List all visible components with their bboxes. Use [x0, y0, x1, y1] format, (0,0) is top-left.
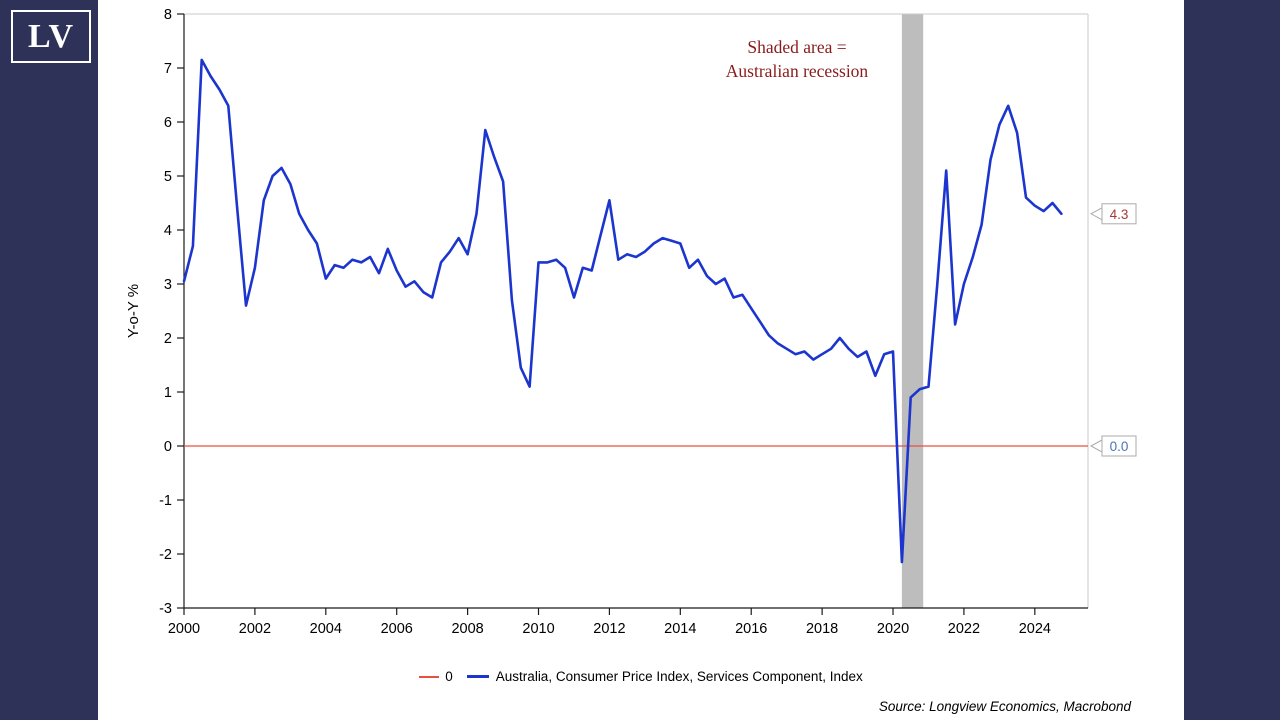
y-tick-label: 0 — [164, 439, 172, 455]
lv-logo-text: LV — [27, 17, 75, 55]
recession-annotation-line2: Australian recession — [725, 60, 869, 81]
recession-annotation: Shaded area = Australian recession — [691, 36, 903, 83]
legend-series-line-swatch — [466, 675, 489, 678]
legend-zero-label: 0 — [445, 669, 453, 684]
y-tick-label: -1 — [159, 493, 172, 509]
x-tick-label: 2010 — [522, 621, 554, 637]
y-tick-label: 3 — [164, 277, 172, 293]
y-tick-label: 7 — [164, 61, 172, 77]
x-tick-label: 2002 — [239, 621, 271, 637]
x-tick-label: 2020 — [877, 621, 909, 637]
x-tick-label: 2012 — [593, 621, 625, 637]
y-axis-title: Y-o-Y % — [125, 284, 142, 338]
y-tick-label: 6 — [164, 115, 172, 131]
end-label-box — [1101, 435, 1137, 457]
y-tick-label: -2 — [159, 547, 172, 563]
end-label-text: 4.3 — [1110, 207, 1129, 222]
source-text: Source: Longview Economics, Macrobond — [878, 699, 1131, 714]
x-tick-label: 2014 — [664, 621, 696, 637]
y-tick-label: 8 — [164, 7, 172, 23]
x-tick-label: 2024 — [1019, 621, 1051, 637]
y-tick-label: 2 — [164, 331, 172, 347]
x-tick-label: 2016 — [735, 621, 767, 637]
series-line — [182, 58, 1063, 564]
chart-panel: 8 7 6 5 4 3 2 1 0 -1 -2 -3 2000 2002 2004 2006 2008 2010 2… — [98, 0, 1184, 720]
legend-zero-line-swatch — [419, 675, 440, 678]
recession-annotation-line1: Shaded area = — [747, 37, 847, 57]
x-tick-label: 2006 — [381, 621, 413, 637]
x-tick-label: 2008 — [451, 621, 483, 637]
chart-svg: 8 7 6 5 4 3 2 1 0 -1 -2 -3 2000 2002 2004 2006 2008 2010 2… — [125, 7, 1137, 637]
x-tick-label: 2018 — [806, 621, 838, 637]
end-label-box — [1101, 203, 1137, 225]
end-label-text: 0.0 — [1110, 439, 1129, 454]
x-tick-label: 2022 — [948, 621, 980, 637]
lv-logo: LV — [11, 10, 91, 63]
y-tick-label: 4 — [164, 223, 172, 239]
y-tick-label: 5 — [164, 169, 172, 185]
y-tick-label: 1 — [164, 385, 172, 401]
end-label-pointer — [1089, 206, 1103, 221]
legend-series-label: Australia, Consumer Price Index, Service… — [495, 669, 863, 684]
y-tick-label: -3 — [159, 601, 172, 617]
x-tick-label: 2004 — [310, 621, 342, 637]
end-label-pointer — [1089, 439, 1103, 453]
legend: 0 Australia, Consumer Price Index, Servi… — [98, 669, 1184, 684]
x-tick-label: 2000 — [168, 621, 200, 637]
